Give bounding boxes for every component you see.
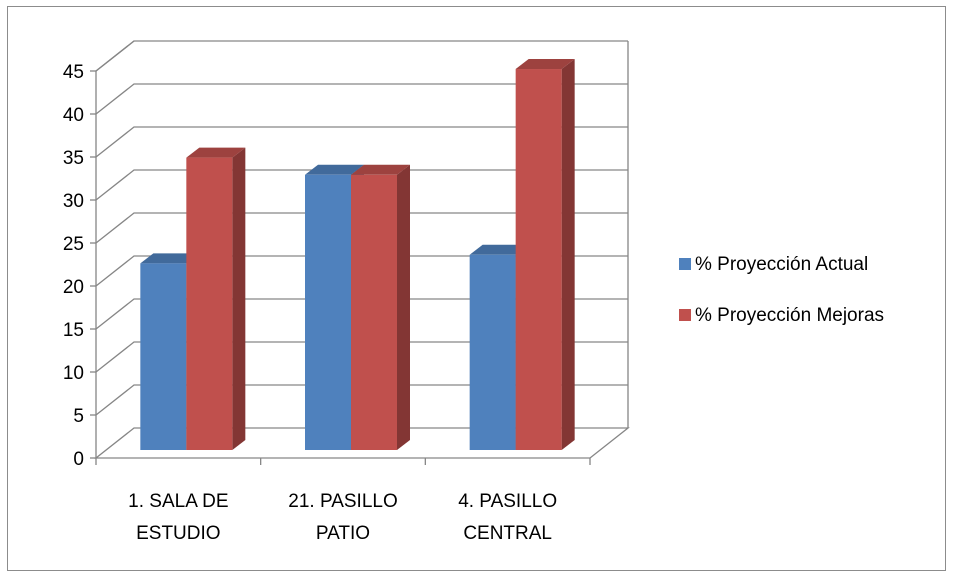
x-tick-label: 4. PASILLO CENTRAL xyxy=(458,491,557,544)
y-tick-labels: 0 5 10 15 20 25 30 35 40 45 xyxy=(63,62,84,470)
legend-swatch xyxy=(679,309,691,321)
bar xyxy=(351,164,410,451)
bar-front xyxy=(515,69,562,451)
x-tick-label-line: 21. PASILLO xyxy=(288,491,398,512)
legend-item: % Proyección Mejoras xyxy=(679,305,884,326)
bar-front xyxy=(186,157,233,450)
y-tick-label: 20 xyxy=(63,277,84,298)
y-tick-label: 10 xyxy=(63,363,84,384)
gridline xyxy=(95,255,628,287)
y-tick-label: 45 xyxy=(63,62,84,83)
bar-top xyxy=(140,253,200,264)
bar-front xyxy=(469,254,516,450)
gridline xyxy=(95,341,628,373)
gridline xyxy=(95,298,628,330)
gridline xyxy=(95,169,628,201)
bar-side xyxy=(397,164,410,451)
bar xyxy=(515,59,575,451)
legend-label: % Proyección Mejoras xyxy=(695,305,884,326)
gridline xyxy=(95,212,628,244)
x-tick-label-line: ESTUDIO xyxy=(136,523,220,544)
legend-item: % Proyección Actual xyxy=(679,254,868,275)
legend-swatch xyxy=(679,258,691,270)
bar-front xyxy=(305,174,351,451)
x-tick-label-line: PATIO xyxy=(316,523,370,544)
gridline xyxy=(95,126,628,158)
x-tick-label-line: CENTRAL xyxy=(463,523,552,544)
y-tick-label: 15 xyxy=(63,320,84,341)
axes xyxy=(90,40,591,465)
bars xyxy=(140,59,575,451)
y-tick-label: 40 xyxy=(63,105,84,126)
bar-front xyxy=(351,174,397,451)
gridline xyxy=(95,83,628,115)
legend: % Proyección Actual % Proyección Mejoras xyxy=(679,254,884,326)
bar xyxy=(186,147,246,450)
y-axis-top-edge xyxy=(95,40,135,72)
bar-top xyxy=(515,59,575,70)
x-tick-label: 21. PASILLO PATIO xyxy=(288,491,398,544)
gridline xyxy=(95,384,628,416)
x-tick-label: 1. SALA DE ESTUDIO xyxy=(128,491,228,544)
legend-label: % Proyección Actual xyxy=(695,254,868,275)
y-tick-label: 35 xyxy=(63,148,84,169)
bar-top xyxy=(186,147,246,158)
y-tick-label: 30 xyxy=(63,191,84,212)
x-tick-label-line: 1. SALA DE xyxy=(128,491,228,512)
bar-top xyxy=(351,164,410,175)
bar-side xyxy=(232,147,246,450)
y-tick-label: 25 xyxy=(63,234,84,255)
y-tick-label: 0 xyxy=(73,449,84,470)
bar-top xyxy=(469,244,529,255)
bar-side xyxy=(561,59,575,451)
x-tick-labels: 1. SALA DE ESTUDIO 21. PASILLO PATIO 4. PASI… xyxy=(128,491,557,544)
bar-front xyxy=(140,263,187,450)
x-tick-label-line: 4. PASILLO xyxy=(458,491,557,512)
bar-top xyxy=(305,164,364,175)
y-tick-label: 5 xyxy=(73,406,84,427)
